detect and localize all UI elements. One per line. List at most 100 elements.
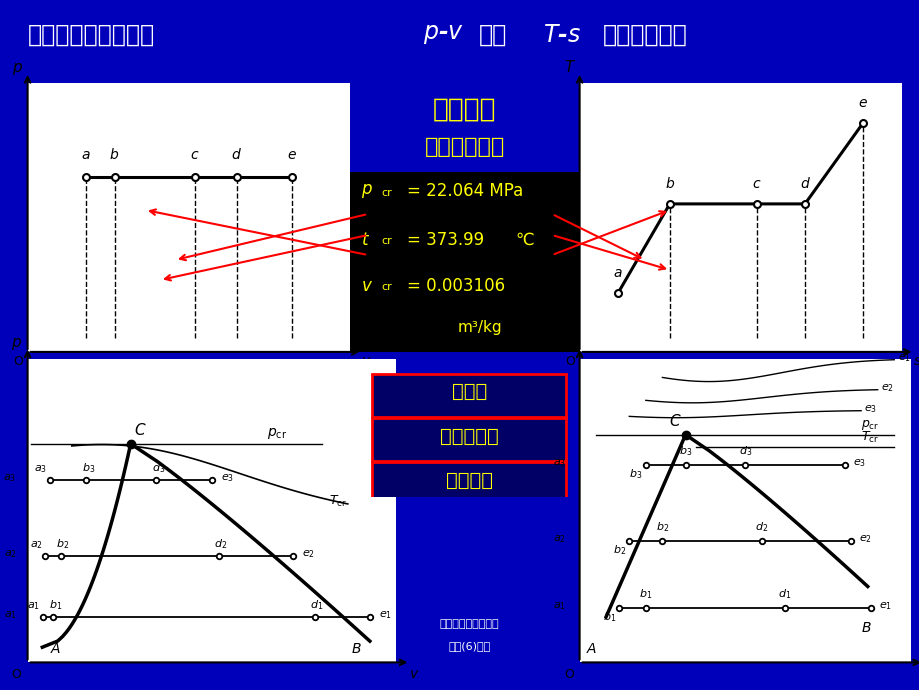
Text: $a_1$: $a_1$ bbox=[4, 609, 17, 621]
Text: = 22.064 MPa: = 22.064 MPa bbox=[407, 182, 523, 200]
Text: $b_2$: $b_2$ bbox=[612, 543, 625, 557]
Text: $a_1$: $a_1$ bbox=[28, 600, 40, 611]
Text: $d$: $d$ bbox=[799, 176, 810, 190]
Bar bbox=[371, 418, 566, 461]
Text: $b_3$: $b_3$ bbox=[678, 444, 691, 458]
Text: 饱和水线: 饱和水线 bbox=[445, 471, 493, 490]
Text: $v$: $v$ bbox=[360, 355, 370, 368]
Text: $t$: $t$ bbox=[361, 230, 369, 249]
Text: 水的临界状态: 水的临界状态 bbox=[424, 137, 505, 157]
Text: $c$: $c$ bbox=[190, 148, 199, 162]
Text: O: O bbox=[564, 668, 574, 680]
Text: $A$: $A$ bbox=[585, 642, 596, 656]
Text: $s_x$: $s_x$ bbox=[749, 362, 763, 375]
Text: $T$: $T$ bbox=[563, 334, 575, 350]
Text: $s$: $s$ bbox=[880, 361, 889, 374]
Text: $b_2$: $b_2$ bbox=[655, 520, 668, 534]
Text: 热学(6)课件: 热学(6)课件 bbox=[448, 641, 490, 651]
Text: $p_{\rm cr}$: $p_{\rm cr}$ bbox=[860, 418, 879, 432]
Text: $b$: $b$ bbox=[664, 176, 675, 190]
Text: cr: cr bbox=[381, 188, 392, 198]
Text: $p_{\rm cr}$: $p_{\rm cr}$ bbox=[267, 426, 287, 441]
Text: $a_3$: $a_3$ bbox=[34, 463, 47, 475]
Text: $B$: $B$ bbox=[860, 621, 871, 635]
Text: $T$-$s$: $T$-$s$ bbox=[542, 23, 580, 46]
Text: O: O bbox=[12, 668, 21, 680]
Text: $a_2$: $a_2$ bbox=[4, 548, 17, 560]
Text: $b$: $b$ bbox=[109, 148, 119, 162]
Text: 临界点: 临界点 bbox=[451, 382, 486, 402]
Text: $e_1$: $e_1$ bbox=[379, 609, 391, 621]
Text: $d_2$: $d_2$ bbox=[214, 537, 227, 551]
Text: $T$: $T$ bbox=[563, 59, 575, 75]
Text: $C$: $C$ bbox=[668, 413, 681, 428]
Text: $B$: $B$ bbox=[351, 642, 362, 656]
Text: $s$: $s$ bbox=[913, 355, 919, 368]
Text: $A$: $A$ bbox=[50, 642, 61, 656]
Text: $e_3$: $e_3$ bbox=[221, 472, 233, 484]
Text: 临界状态: 临界状态 bbox=[432, 96, 496, 122]
Text: $a_1$: $a_1$ bbox=[552, 600, 565, 611]
Text: $v$: $v$ bbox=[361, 277, 373, 295]
Text: $v'$: $v'$ bbox=[108, 359, 120, 374]
Text: = 0.003106: = 0.003106 bbox=[407, 277, 505, 295]
Text: $v_x$: $v_x$ bbox=[187, 362, 202, 375]
Text: $b_1$: $b_1$ bbox=[602, 610, 616, 624]
Bar bbox=[371, 374, 566, 417]
Text: O: O bbox=[13, 355, 23, 368]
Text: $e_2$: $e_2$ bbox=[301, 548, 314, 560]
Text: $T_{\rm cr}$: $T_{\rm cr}$ bbox=[860, 430, 879, 445]
Text: 图和: 图和 bbox=[478, 23, 506, 46]
Bar bbox=[349, 172, 579, 352]
Text: $v$: $v$ bbox=[81, 361, 90, 374]
Text: $e$: $e$ bbox=[857, 96, 867, 110]
Text: $a$: $a$ bbox=[613, 266, 622, 279]
Bar bbox=[371, 462, 566, 505]
Text: $b_1$: $b_1$ bbox=[639, 587, 652, 601]
Text: cr: cr bbox=[381, 236, 392, 246]
Text: $b_1$: $b_1$ bbox=[49, 598, 62, 611]
Text: $a_2$: $a_2$ bbox=[29, 539, 42, 551]
Text: $b_3$: $b_3$ bbox=[629, 467, 641, 481]
Text: $v$: $v$ bbox=[287, 361, 296, 374]
Text: $d$: $d$ bbox=[232, 148, 242, 162]
Text: $p$: $p$ bbox=[11, 335, 22, 352]
Text: $p$: $p$ bbox=[361, 182, 372, 200]
Text: cr: cr bbox=[381, 282, 392, 292]
Text: $e_1$: $e_1$ bbox=[897, 352, 910, 364]
Text: ℃: ℃ bbox=[515, 230, 533, 249]
Text: $v$: $v$ bbox=[328, 361, 338, 374]
Text: $s'$: $s'$ bbox=[664, 359, 675, 374]
Text: $d_3$: $d_3$ bbox=[738, 444, 751, 458]
Text: $p$: $p$ bbox=[13, 61, 23, 77]
Text: $e_3$: $e_3$ bbox=[864, 403, 877, 415]
Text: $v$: $v$ bbox=[408, 667, 419, 680]
Text: $s''$: $s''$ bbox=[798, 359, 811, 374]
Text: O: O bbox=[564, 355, 574, 368]
Text: $a_3$: $a_3$ bbox=[552, 457, 566, 469]
Text: 学热工基础工程热力: 学热工基础工程热力 bbox=[439, 619, 498, 629]
Text: $e_2$: $e_2$ bbox=[880, 382, 893, 393]
Text: 饱和蒸汽线: 饱和蒸汽线 bbox=[439, 426, 498, 446]
Text: $d_2$: $d_2$ bbox=[754, 520, 767, 534]
Text: $a_3$: $a_3$ bbox=[4, 472, 17, 484]
Text: $d_1$: $d_1$ bbox=[777, 587, 790, 601]
Text: 图上的表示：: 图上的表示： bbox=[602, 23, 686, 46]
Text: $d_3$: $d_3$ bbox=[152, 461, 165, 475]
Text: 水的定压加热过程在: 水的定压加热过程在 bbox=[28, 23, 154, 46]
Text: $T_{\rm cr}$: $T_{\rm cr}$ bbox=[329, 493, 347, 509]
Text: $s$: $s$ bbox=[858, 361, 866, 374]
Text: $C$: $C$ bbox=[134, 422, 147, 437]
Text: = 373.99: = 373.99 bbox=[407, 230, 483, 249]
Text: $b_2$: $b_2$ bbox=[56, 537, 69, 551]
Text: $b_3$: $b_3$ bbox=[82, 461, 95, 475]
Text: $e_1$: $e_1$ bbox=[879, 600, 891, 611]
Text: $e_3$: $e_3$ bbox=[852, 457, 865, 469]
Text: $v''$: $v''$ bbox=[230, 359, 244, 374]
Text: $e_2$: $e_2$ bbox=[858, 533, 871, 545]
Text: $a$: $a$ bbox=[81, 148, 90, 162]
Text: m³/kg: m³/kg bbox=[458, 319, 502, 335]
Text: $c$: $c$ bbox=[751, 177, 761, 190]
Text: $e$: $e$ bbox=[287, 148, 296, 162]
Text: $d_1$: $d_1$ bbox=[310, 598, 323, 611]
